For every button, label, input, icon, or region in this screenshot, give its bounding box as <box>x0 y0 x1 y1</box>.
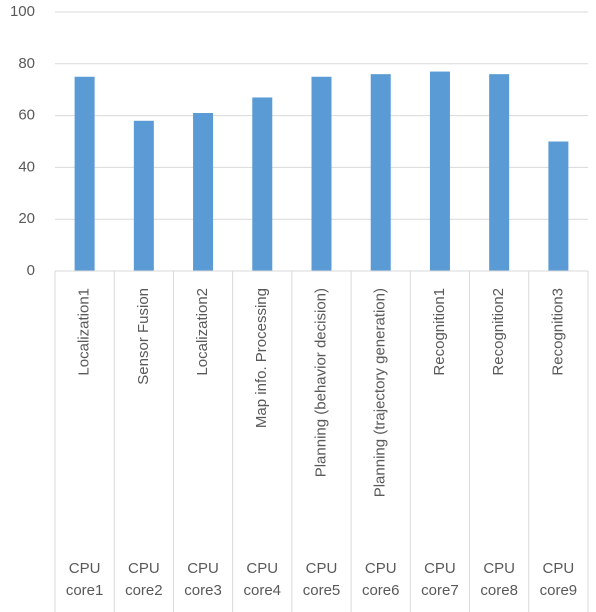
x-tick-label: Localization2 <box>194 288 211 376</box>
x-tick-label: Recognition3 <box>549 288 566 376</box>
y-tick-label: 20 <box>18 210 35 227</box>
x-tick-label: Planning (behavior decision) <box>312 288 329 477</box>
group-label: CPU core5 <box>302 560 341 599</box>
bar <box>489 74 510 271</box>
group-label: CPU core8 <box>480 560 518 599</box>
bar <box>133 120 154 271</box>
y-tick-label: 0 <box>27 262 35 279</box>
x-tick-label: Recognition2 <box>490 288 507 376</box>
y-tick-label: 60 <box>18 107 35 124</box>
bar <box>252 97 273 271</box>
x-tick-label: Planning (trajectory generation) <box>372 288 389 497</box>
bar <box>429 71 450 271</box>
y-tick-label: 40 <box>18 158 35 175</box>
group-label: CPU core7 <box>421 560 459 599</box>
x-tick-label: Localization1 <box>76 288 93 376</box>
bar <box>74 76 95 271</box>
bar <box>370 74 391 271</box>
group-label: CPU core1 <box>65 560 104 599</box>
y-tick-label: 100 <box>10 3 35 20</box>
x-tick-label: Map info. Processing <box>253 288 270 428</box>
group-label: CPU core2 <box>125 560 163 599</box>
group-label: CPU core9 <box>539 560 578 599</box>
bar <box>311 76 332 271</box>
group-label: CPU core4 <box>243 560 282 599</box>
x-tick-label: Sensor Fusion <box>135 288 152 385</box>
bar <box>548 141 569 271</box>
y-tick-label: 80 <box>18 55 35 72</box>
group-label: CPU core6 <box>361 560 400 599</box>
group-label: CPU core3 <box>184 560 222 599</box>
x-tick-label: Recognition1 <box>431 288 448 376</box>
bar <box>193 113 214 271</box>
